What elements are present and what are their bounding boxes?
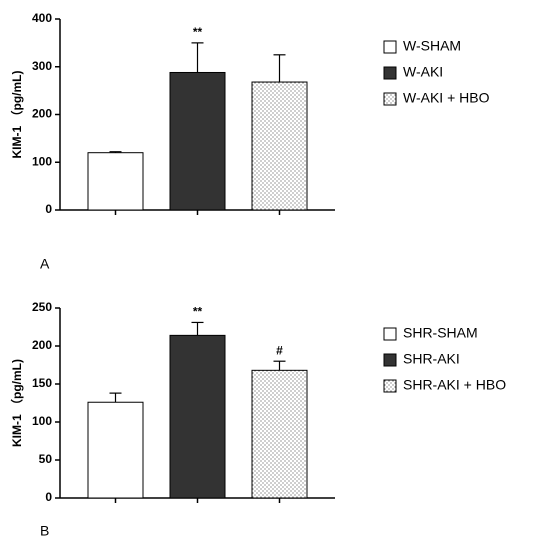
bar: [169, 71, 226, 211]
y-tick-label: 200: [32, 107, 52, 121]
bar: [87, 401, 144, 499]
legend-swatch: [383, 353, 397, 367]
y-tick-label: 0: [45, 202, 52, 216]
legend-label: W-AKI: [403, 64, 443, 80]
legend-swatch: [383, 327, 397, 341]
panel-label: B: [40, 523, 49, 539]
bar: [87, 152, 144, 211]
y-tick-label: 400: [32, 11, 52, 25]
legend-label: W-AKI + HBO: [403, 90, 490, 106]
legend-label: SHR-AKI: [403, 351, 460, 367]
bar: [251, 81, 308, 211]
bar: [169, 334, 226, 499]
annotation: **: [193, 305, 203, 319]
y-tick-label: 100: [32, 414, 52, 428]
y-tick-label: 100: [32, 154, 52, 168]
y-tick-label: 300: [32, 59, 52, 73]
y-tick-label: 250: [32, 300, 52, 314]
y-tick-label: 0: [45, 490, 52, 504]
legend-swatch: [383, 40, 397, 54]
annotation: #: [276, 343, 283, 357]
legend-label: SHR-SHAM: [403, 325, 478, 341]
y-tick-label: 50: [39, 452, 53, 466]
y-tick-label: 150: [32, 376, 52, 390]
legend-label: SHR-AKI + HBO: [403, 377, 506, 393]
legend-label: W-SHAM: [403, 38, 461, 54]
annotation: **: [193, 25, 203, 39]
legend-swatch: [383, 379, 397, 393]
y-tick-label: 200: [32, 338, 52, 352]
y-axis-label: KIM-1 （pg/mL): [9, 71, 24, 159]
legend-swatch: [383, 92, 397, 106]
y-axis-label: KIM-1 （pg/mL): [9, 359, 24, 447]
legend-swatch: [383, 66, 397, 80]
panel-label: A: [40, 256, 50, 272]
bar: [251, 369, 308, 499]
